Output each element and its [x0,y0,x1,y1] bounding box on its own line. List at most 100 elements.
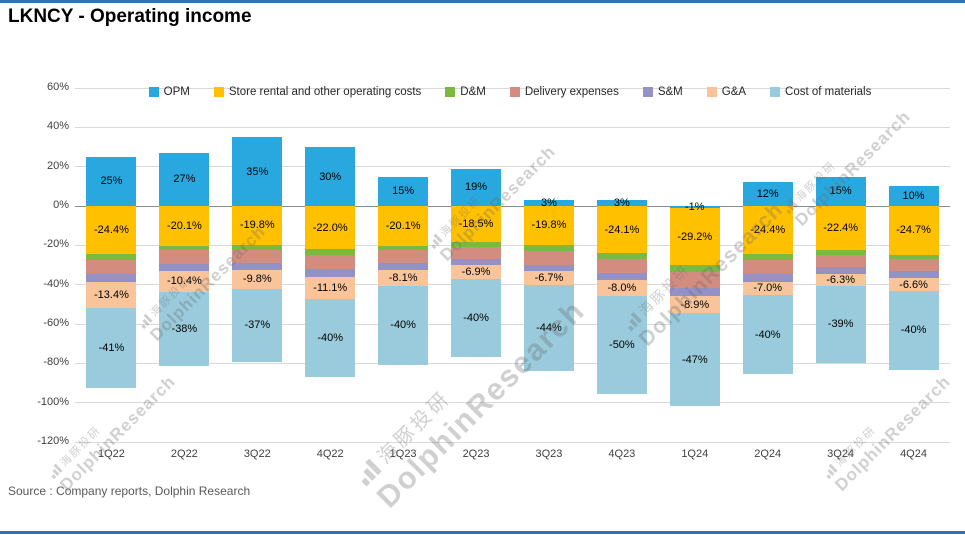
bar-segment [815,273,866,287]
x-axis-tick: 3Q23 [535,448,563,460]
bar-segment [305,276,356,299]
gridline [75,402,950,404]
legend-swatch [706,87,717,97]
legend-item: S&M [642,86,683,98]
bar-segment [305,206,356,250]
legend-swatch [770,87,781,97]
bar-segment [669,206,720,208]
x-axis-tick: 2Q23 [462,448,490,460]
gridline [75,441,950,443]
legend-item: OPM [148,86,190,98]
top-accent-line [0,0,965,3]
x-axis-tick: 2Q24 [754,448,782,460]
bar-segment [596,273,647,280]
y-axis-tick: -100% [37,395,69,408]
bar-segment [523,271,574,285]
bar-segment [86,273,137,282]
gridline [75,244,950,246]
bar-segment [159,206,210,246]
bar-segment [86,206,137,254]
bar-segment [378,263,429,271]
bar-segment [742,182,793,206]
bar-segment [451,168,502,206]
bar-segment [669,272,720,288]
bar-segment [232,244,283,250]
bar-segment [86,253,137,260]
legend-swatch [445,87,456,97]
bar-segment [378,206,429,246]
gridline [75,166,950,168]
legend-item: Delivery expenses [509,86,619,98]
bar-segment [888,291,939,370]
bar-segment [596,253,647,260]
bar-segment [669,295,720,314]
bar-segment [159,245,210,251]
bar-segment [742,295,793,374]
bar-segment [888,278,939,292]
gridline [75,284,950,286]
bar-segment [86,259,137,274]
bar-segment [378,250,429,264]
legend-item: Cost of materials [770,86,871,98]
bar-segment [232,269,283,289]
bar-segment [888,206,939,255]
bar-segment [669,265,720,273]
x-axis-tick: 3Q22 [243,448,271,460]
y-axis-tick: -120% [37,435,69,447]
bar-segment [596,295,647,394]
chart-legend: OPM Store rental and other operating cost… [70,86,950,98]
bar-segment [378,286,429,365]
x-axis-tick: 1Q24 [681,448,709,460]
legend-label: Delivery expenses [524,86,619,98]
bar-segment [451,265,502,279]
bar-segment [815,176,866,206]
bar-segment [596,279,647,296]
bar-segment [159,152,210,206]
bar-segment [523,264,574,272]
bar-segment [596,259,647,274]
x-axis-tick: 1Q22 [97,448,125,460]
x-axis-tick: 1Q23 [389,448,417,460]
legend-label: OPM [163,86,190,98]
bar-segment [888,271,939,279]
bar-segment [669,288,720,296]
legend-swatch [509,87,520,97]
x-axis-tick: 4Q24 [900,448,927,460]
bar-segment [305,268,356,277]
bar-segment [159,291,210,367]
bar-segment [159,264,210,272]
gridline [75,362,950,364]
bar-segment [159,271,210,292]
gridline [75,323,950,325]
legend-item: Store rental and other operating costs [213,86,421,98]
page-title: LKNCY - Operating income [8,6,252,27]
bar-segment [86,307,137,389]
bar-segment [305,298,356,378]
bar-segment [669,313,720,406]
bar-segment [159,250,210,265]
x-axis-tick: 4Q22 [316,448,344,460]
y-axis-tick: -40% [43,277,69,290]
bar-segment [232,262,283,270]
legend-swatch [642,87,653,97]
bar-segment [742,259,793,274]
bar-segment [378,270,429,287]
legend-label: G&A [721,86,747,98]
bar-segment [815,286,866,363]
bar-segment [523,284,574,372]
bar-segment [451,259,502,265]
bar-segment [378,176,429,206]
y-axis-tick: -60% [43,317,69,329]
x-axis-tick: 2Q22 [170,448,198,460]
bar-segment [523,206,574,245]
bar-segment [888,259,939,272]
legend-swatch [213,87,224,97]
bar-segment [596,206,647,254]
bar-segment [451,242,502,248]
bar-segment [815,206,866,251]
bar-segment [305,147,356,206]
bar-segment [378,245,429,251]
bar-segment [451,206,502,243]
